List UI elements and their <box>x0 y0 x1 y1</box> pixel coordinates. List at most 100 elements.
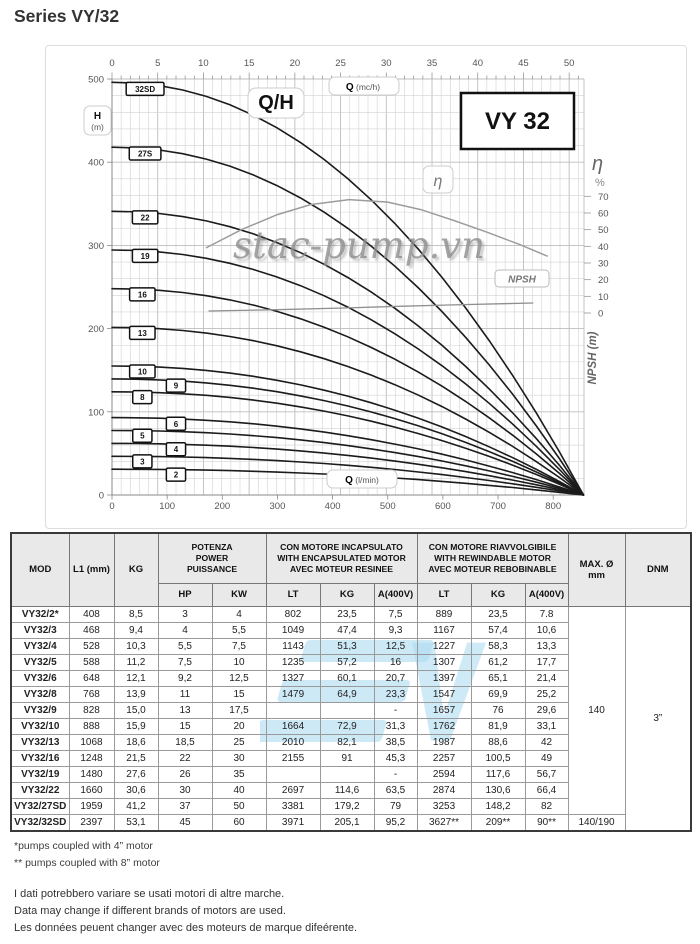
model-cell: VY32/27SD <box>10 797 70 815</box>
value-cell: 9,3 <box>373 621 418 639</box>
value-cell: 1235 <box>265 653 321 671</box>
top-axis-tick-label: 0 <box>109 58 114 69</box>
value-cell: 1307 <box>416 653 472 671</box>
value-cell: 528 <box>68 637 115 655</box>
value-cell: 91 <box>319 749 375 767</box>
pump-curve-4 <box>111 442 585 496</box>
value-cell: 53,1 <box>113 813 159 831</box>
value-cell: 58,3 <box>470 637 526 655</box>
curve-label-4: 4 <box>174 445 179 454</box>
curve-label-5: 5 <box>140 432 145 441</box>
curve-label-box-6 <box>165 416 187 432</box>
table-row: VY32/27SD 1959 41,2 37 50 3381 179,2 79 3253 148,… <box>10 797 691 815</box>
sub-header-a400-1: A(400V) <box>373 582 418 607</box>
h-axis-label: H <box>94 111 101 122</box>
value-cell: 45,3 <box>373 749 418 767</box>
table-row: VY32/22 1660 30,6 30 40 2697 114,6 63,5 2874 130,… <box>10 781 691 799</box>
pump-curve-13 <box>111 326 585 496</box>
left-axis-tick-label: 500 <box>88 75 104 86</box>
value-cell: 1049 <box>265 621 321 639</box>
model-cell: VY32/16 <box>10 749 70 767</box>
value-cell: 21,4 <box>524 669 569 687</box>
bottom-axis-tick-label: 300 <box>270 501 286 512</box>
note-french: Les données peuent changer avec des mote… <box>14 922 358 934</box>
specs-table-header: MOD L1 (mm) KG POTENZA POWER PUISSANCE C… <box>10 532 692 607</box>
value-cell: 57,4 <box>470 621 526 639</box>
value-cell: - <box>373 701 418 719</box>
value-cell: 30,6 <box>113 781 159 799</box>
qh-label-box <box>247 87 305 119</box>
left-axis-tick-label: 200 <box>88 324 104 335</box>
table-row: VY32/4 528 10,3 5,5 7,5 1143 51,3 12,5 1227 58,3 1… <box>10 637 691 655</box>
rewindable-label-en: WITH REWINDABLE MOTOR <box>434 552 551 563</box>
curve-label-27S: 27S <box>138 150 153 159</box>
model-title-box <box>459 91 576 151</box>
left-axis-tick-label: 100 <box>88 407 104 418</box>
value-cell: 1327 <box>265 669 321 687</box>
value-cell: 31,3 <box>373 717 418 735</box>
eta-axis-tick-label: 50 <box>598 225 609 236</box>
value-cell: 57,2 <box>319 653 375 671</box>
pump-curve-9 <box>111 378 585 496</box>
value-cell: 82 <box>524 797 569 815</box>
value-cell: 3627** <box>416 813 472 831</box>
pump-curve-6 <box>111 416 585 496</box>
model-cell: VY32/3 <box>10 621 70 639</box>
curve-label-box-27S <box>128 146 162 161</box>
eta-axis-tick-label: 20 <box>598 275 609 286</box>
model-cell: VY32/8 <box>10 685 70 703</box>
top-axis-tick-label: 30 <box>381 58 392 69</box>
footnotes: *pumps coupled with 4” motor ** pumps co… <box>14 838 357 937</box>
value-cell: 12,1 <box>113 669 159 687</box>
model-cell: VY32/5 <box>10 653 70 671</box>
bottom-axis-tick-label: 600 <box>435 501 451 512</box>
value-cell: 82,1 <box>319 733 375 751</box>
model-cell: VY32/4 <box>10 637 70 655</box>
curve-label-22: 22 <box>141 213 150 222</box>
value-cell: 60 <box>211 813 267 831</box>
value-cell: 15,9 <box>113 717 159 735</box>
value-cell: 37 <box>157 797 213 815</box>
page-title: Series VY/32 <box>14 6 120 26</box>
curve-label-2: 2 <box>174 471 179 480</box>
npsh-curve <box>208 302 534 312</box>
value-cell: 45 <box>157 813 213 831</box>
curve-label-box-5 <box>131 428 153 443</box>
curve-label-box-13 <box>128 325 156 341</box>
value-cell: 10,6 <box>524 621 569 639</box>
eta-annotation-box <box>422 165 454 194</box>
col-header-kg: KG <box>113 532 159 607</box>
eta-axis-tick-label: 60 <box>598 208 609 219</box>
value-cell: 16 <box>373 653 418 671</box>
eta-axis-tick-label: 0 <box>598 309 603 320</box>
col-header-dnm: DNM <box>624 532 692 607</box>
value-cell: 33,1 <box>524 717 569 735</box>
value-cell: 29,6 <box>524 701 569 719</box>
model-cell: VY32/2* <box>10 605 70 623</box>
eta-axis-unit: % <box>595 177 605 189</box>
power-label-fr: PUISSANCE <box>186 563 238 574</box>
dnm-cell: 3” <box>624 605 692 831</box>
top-axis-tick-label: 40 <box>472 58 483 69</box>
sub-header-lt-1: LT <box>265 582 321 607</box>
curve-label-box-22 <box>131 210 159 225</box>
q-mch-label: Q (mc/h) <box>346 82 380 93</box>
max-diameter-last-cell: 140/190 <box>567 813 626 831</box>
model-cell: VY32/32SD <box>10 813 70 831</box>
note-english: Data may change if different brands of m… <box>14 905 286 917</box>
value-cell: 25 <box>211 733 267 751</box>
value-cell: 76 <box>470 701 526 719</box>
top-axis-tick-label: 45 <box>518 58 529 69</box>
model-cell: VY32/13 <box>10 733 70 751</box>
value-cell: 13 <box>157 701 213 719</box>
value-cell: 2155 <box>265 749 321 767</box>
table-row: VY32/32SD 2397 53,1 45 60 3971 205,1 95,2 3627**… <box>10 813 691 831</box>
bottom-axis-tick-label: 800 <box>545 501 561 512</box>
value-cell: 2874 <box>416 781 472 799</box>
value-cell: 1480 <box>68 765 115 783</box>
sub-header-lt-2: LT <box>416 582 472 607</box>
specs-table-body: VY32/2* 408 8,5 3 4 802 23,5 7,5 889 23,5 7.8 140 3”… <box>10 605 692 831</box>
value-cell: 15 <box>211 685 267 703</box>
value-cell: 117,6 <box>470 765 526 783</box>
bottom-axis-tick-label: 400 <box>325 501 341 512</box>
